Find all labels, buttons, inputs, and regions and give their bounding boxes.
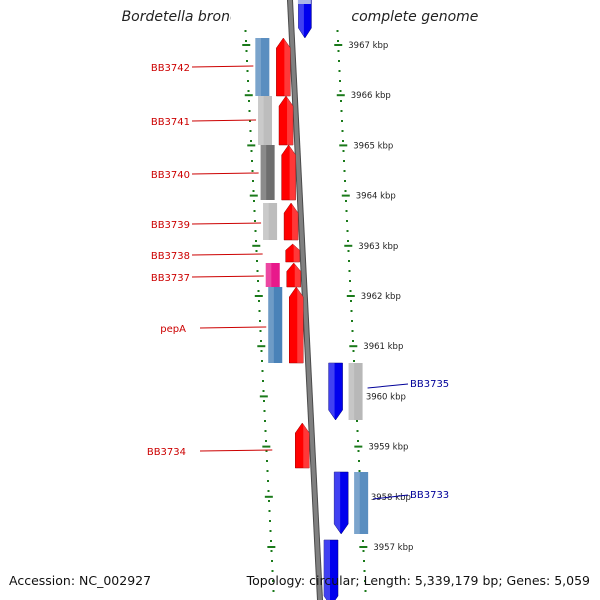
cog-box-pepa: [268, 287, 283, 363]
cog-box-bb3733: [354, 472, 369, 534]
cog-box-bb3735-highlight: [348, 363, 355, 420]
tick-label: 3958 kbp: [371, 493, 411, 503]
gene-arrow-bb3742: [276, 37, 291, 97]
cog-box-bb3737: [265, 263, 280, 287]
gene-top-partial-cap: [297, 0, 311, 4]
gene-arrow-bb3738-highlight: [292, 244, 300, 262]
gene-arrow-bb3739: [283, 202, 299, 241]
cog-box-bb3740: [260, 145, 275, 200]
tick-label: 3967 kbp: [348, 41, 388, 51]
gene-arrow-pepa: [289, 286, 304, 364]
gene-leader-bb3739: [191, 222, 262, 225]
gene-label-bb3738: BB3738: [151, 251, 190, 262]
tick-label: 3960 kbp: [366, 392, 406, 402]
gene-label-bb3741: BB3741: [151, 117, 190, 128]
gene-arrow-bb3735: [328, 362, 343, 421]
cog-box-bb3741: [258, 96, 273, 145]
tick-label: 3962 kbp: [361, 292, 401, 302]
gene-leader-pepa: [199, 326, 267, 329]
tick-label: 3957 kbp: [373, 543, 413, 553]
gene-leader-bb3737: [191, 275, 264, 278]
tick-label: 3966 kbp: [351, 91, 391, 101]
gene-arrow-bb3737: [286, 262, 301, 288]
gene-label-bb3739: BB3739: [151, 220, 190, 231]
gene-arrow-pepa-highlight: [296, 287, 304, 363]
cog-box-bb3735: [348, 363, 363, 420]
gene-arrow-bb3734-highlight: [302, 423, 310, 468]
gene-leader-bb3734: [199, 449, 273, 452]
cog-box-bb3733-highlight: [354, 472, 360, 534]
tick-label: 3961 kbp: [363, 342, 403, 352]
genome-summary-text: Topology: circular; Length: 5,339,179 bp…: [246, 573, 590, 588]
tick-label: 3965 kbp: [353, 141, 393, 151]
gene-leader-bb3735: [367, 383, 409, 389]
gene-label-bb3740: BB3740: [151, 170, 190, 181]
gene-label-pepa: pepA: [160, 324, 186, 335]
gene-arrow-top-partial: [298, 0, 312, 39]
gene-arrow-bb3733: [333, 471, 349, 535]
tick-label: 3959 kbp: [368, 443, 408, 453]
tick-label: 3963 kbp: [358, 242, 398, 252]
gene-arrow-bb3737-highlight: [293, 263, 301, 287]
gene-arrow-bb3739-highlight: [291, 203, 299, 240]
gene-arrow-bb3741-highlight: [286, 96, 294, 145]
gene-arrow-bb3741: [278, 95, 294, 146]
gene-leader-bb3742: [191, 65, 254, 68]
backbone-line: [287, 0, 323, 600]
cog-box-bb3742: [255, 38, 270, 96]
cog-box-bb3741-highlight: [258, 96, 264, 145]
cog-box-pepa-highlight: [268, 287, 274, 363]
gene-leader-bb3733: [373, 494, 409, 500]
accession-text: Accession: NC_002927: [9, 573, 152, 588]
gene-arrow-top-partial-highlight: [298, 0, 304, 36]
cog-box-bb3739: [263, 203, 278, 240]
gene-arrow-bb3740: [281, 144, 296, 201]
gene-arrow-bottom-partial: [323, 539, 339, 600]
gene-arrow-bb3734: [295, 422, 310, 469]
gene-label-bb3733: BB3733: [410, 490, 449, 501]
tick-label: 3964 kbp: [356, 192, 396, 202]
gene-arrow-bb3733-highlight: [334, 472, 341, 532]
gene-arrow-bottom-partial-highlight: [324, 540, 330, 600]
cog-box-bb3737-highlight: [265, 263, 272, 287]
gene-leader-bb3741: [191, 119, 257, 122]
gene-leader-bb3740: [191, 172, 259, 175]
gene-label-bb3742: BB3742: [151, 63, 190, 74]
gene-arrow-bb3742-highlight: [283, 38, 291, 96]
gene-arrow-bb3735-highlight: [328, 363, 335, 418]
cog-box-bb3742-highlight: [255, 38, 261, 96]
gene-leader-bb3738: [191, 253, 263, 256]
gene-label-bb3734: BB3734: [147, 447, 186, 458]
gene-arrow-bb3738: [285, 243, 300, 263]
cog-box-bb3740-highlight: [260, 145, 267, 200]
gene-label-bb3735: BB3735: [410, 379, 449, 390]
cog-box-bb3739-highlight: [263, 203, 269, 240]
gene-arrow-bb3740-highlight: [288, 145, 296, 200]
gene-label-bb3737: BB3737: [151, 273, 190, 284]
